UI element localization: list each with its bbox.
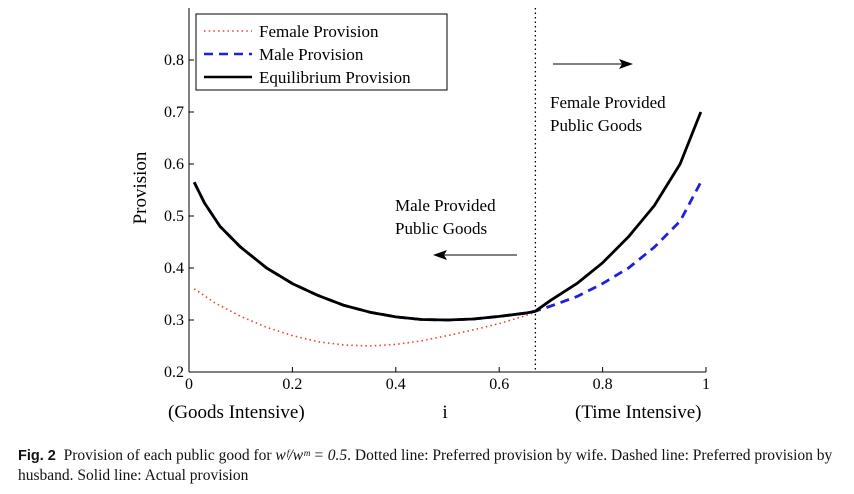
axes — [188, 8, 706, 373]
caption-text-before: Provision of each public good for — [63, 447, 276, 464]
x-tick-label: 0.8 — [593, 376, 613, 393]
series-line-2 — [192, 111, 703, 322]
legend-label-male: Male Provision — [259, 45, 364, 64]
legend: Female Provision Male Provision Equilibr… — [195, 13, 448, 91]
female-region-line2: Public Goods — [550, 116, 642, 135]
annotation-male: Male Provided Public Goods — [395, 196, 517, 260]
y-tick-label: 0.8 — [164, 52, 184, 69]
annotation-female: Female Provided Public Goods — [550, 59, 666, 135]
caption-formula: wᶠ/wᵐ = 0.5 — [275, 447, 348, 464]
female-region-line1: Female Provided — [550, 93, 666, 112]
figure-caption: Fig. 2 Provision of each public good for… — [18, 446, 838, 485]
x-left-label: (Goods Intensive) — [168, 402, 305, 423]
y-tick-label: 0.5 — [164, 208, 184, 225]
ticks: 0 0.2 0.4 0.6 0.8 10.20.30.40.50.60.70.8 — [164, 52, 710, 393]
figure-number: Fig. 2 — [18, 448, 56, 464]
y-tick-label: 0.3 — [164, 312, 184, 329]
male-region-line1: Male Provided — [395, 196, 496, 215]
y-tick-label: 0.6 — [164, 156, 184, 173]
plot-lines — [192, 111, 703, 347]
male-region-line2: Public Goods — [395, 219, 487, 238]
x-tick-label: 1 — [702, 376, 710, 393]
provision-chart: 0 0.2 0.4 0.6 0.8 10.20.30.40.50.60.70.8 Fema… — [130, 8, 710, 423]
y-tick-label: 0.7 — [164, 104, 184, 121]
x-tick-label: 0.6 — [489, 376, 509, 393]
caption-text-after: . Dotted line: Preferred provision by wi… — [18, 447, 833, 484]
x-tick-label: 0 — [185, 376, 193, 393]
legend-label-equilibrium: Equilibrium Provision — [259, 68, 411, 87]
y-tick-label: 0.4 — [164, 260, 184, 277]
x-axis-label: i — [442, 402, 447, 423]
legend-label-female: Female Provision — [259, 22, 379, 41]
x-tick-label: 0.4 — [386, 376, 406, 393]
arrow-right-head — [619, 59, 633, 69]
series-line-0 — [193, 288, 536, 347]
x-tick-label: 0.2 — [282, 376, 302, 393]
y-axis-label: Provision — [130, 151, 151, 224]
y-tick-label: 0.2 — [164, 364, 184, 381]
x-right-label: (Time Intensive) — [575, 402, 701, 423]
arrow-left-head — [433, 250, 447, 260]
